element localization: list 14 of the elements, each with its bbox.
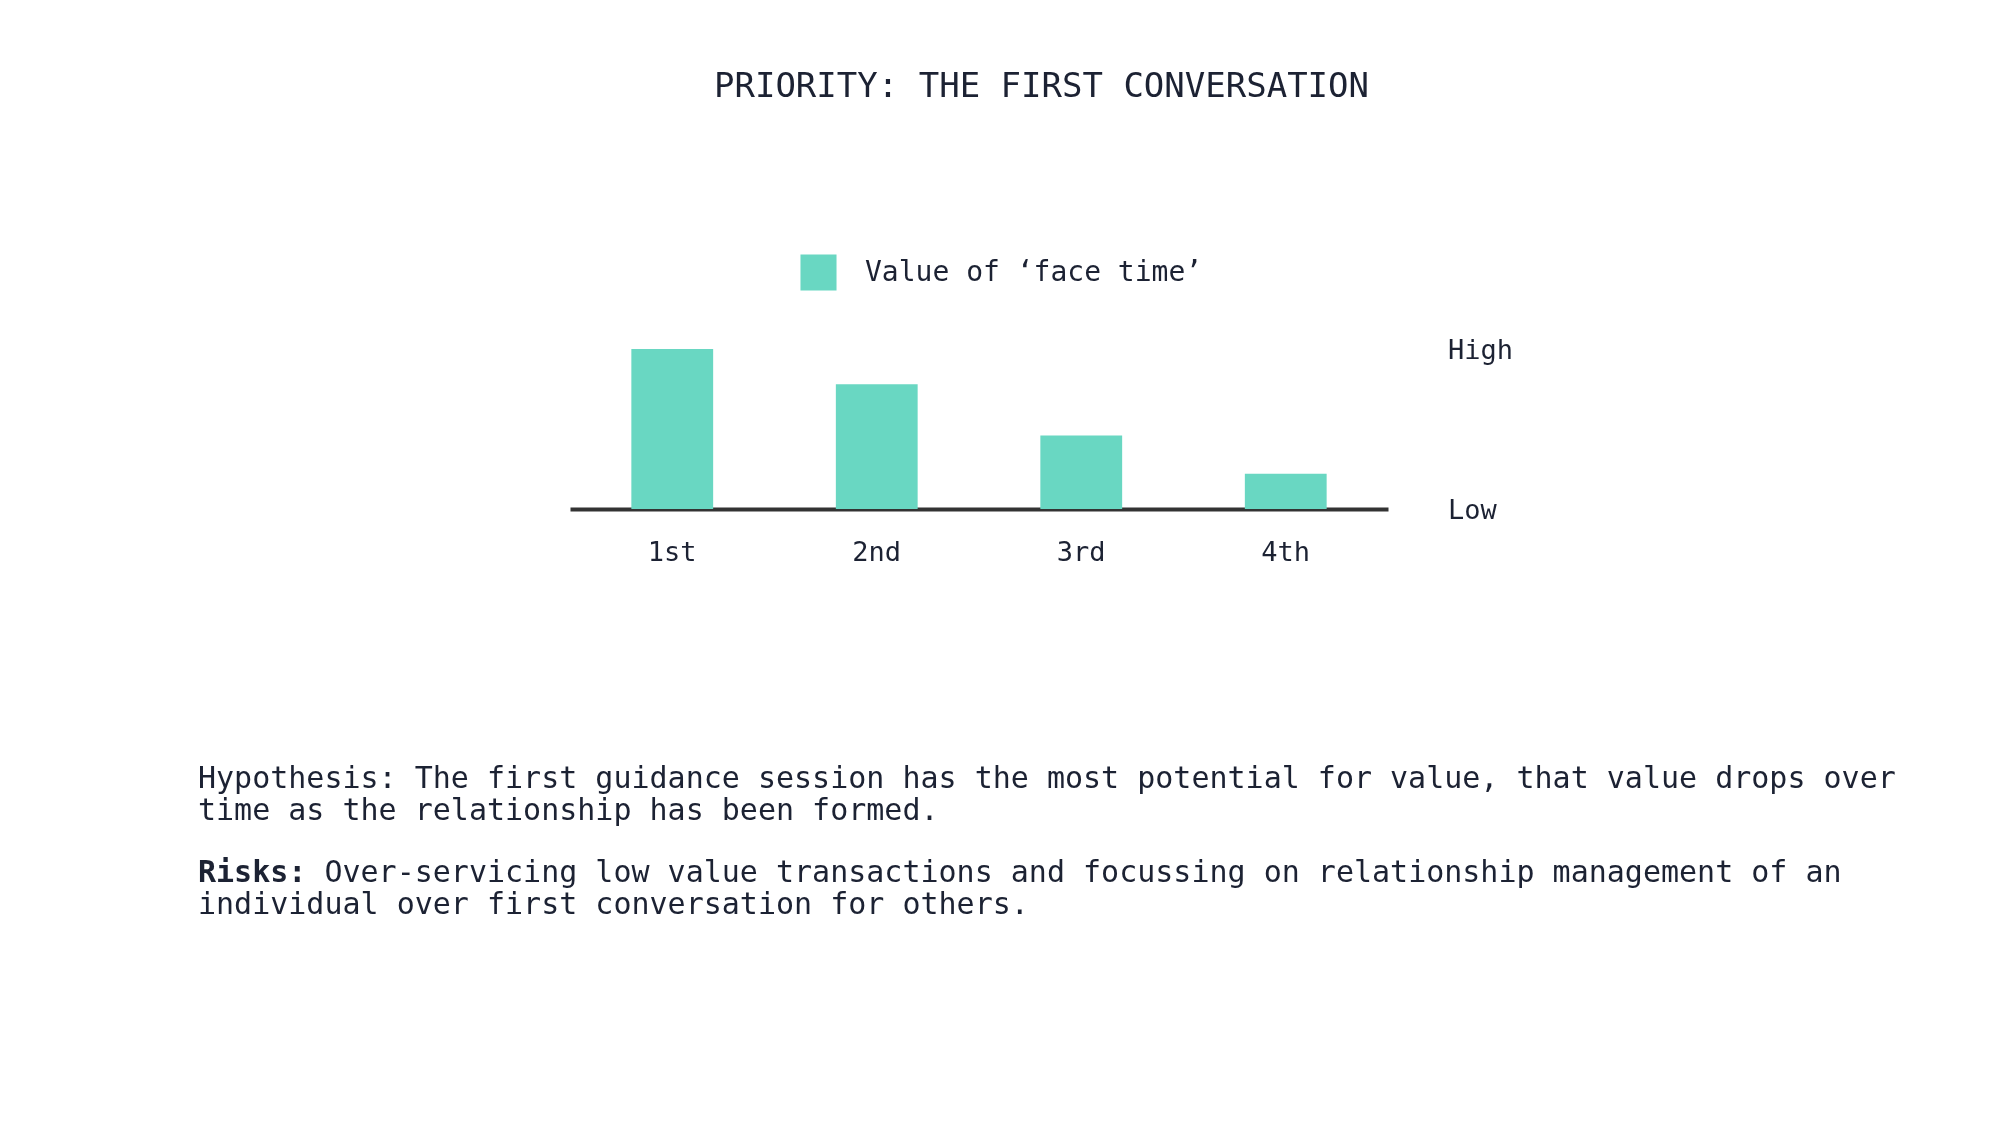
- x-tick-label: 3rd: [1056, 535, 1106, 567]
- legend-label: Value of ‘face time’: [865, 254, 1203, 288]
- bar: [1040, 435, 1123, 509]
- bar: [835, 384, 918, 509]
- x-tick-label: 1st: [647, 535, 697, 567]
- chart-title: PRIORITY: THE FIRST CONVERSATION: [714, 65, 1370, 105]
- x-tick-label: 4th: [1261, 535, 1311, 567]
- text: Low: [1448, 494, 1498, 525]
- x-tick-label: 2nd: [852, 535, 902, 567]
- bar: [1244, 473, 1327, 509]
- text: Risks: Over-servicing low value transactions and focussing on relationship management of an individual over first conversation for others.: [198, 854, 1843, 921]
- text: Hypothesis: The first guidance session has the most potential for value, that value drops over time as the relationship has been formed.: [198, 760, 1897, 827]
- text: High: [1448, 334, 1514, 365]
- bar: [631, 349, 714, 509]
